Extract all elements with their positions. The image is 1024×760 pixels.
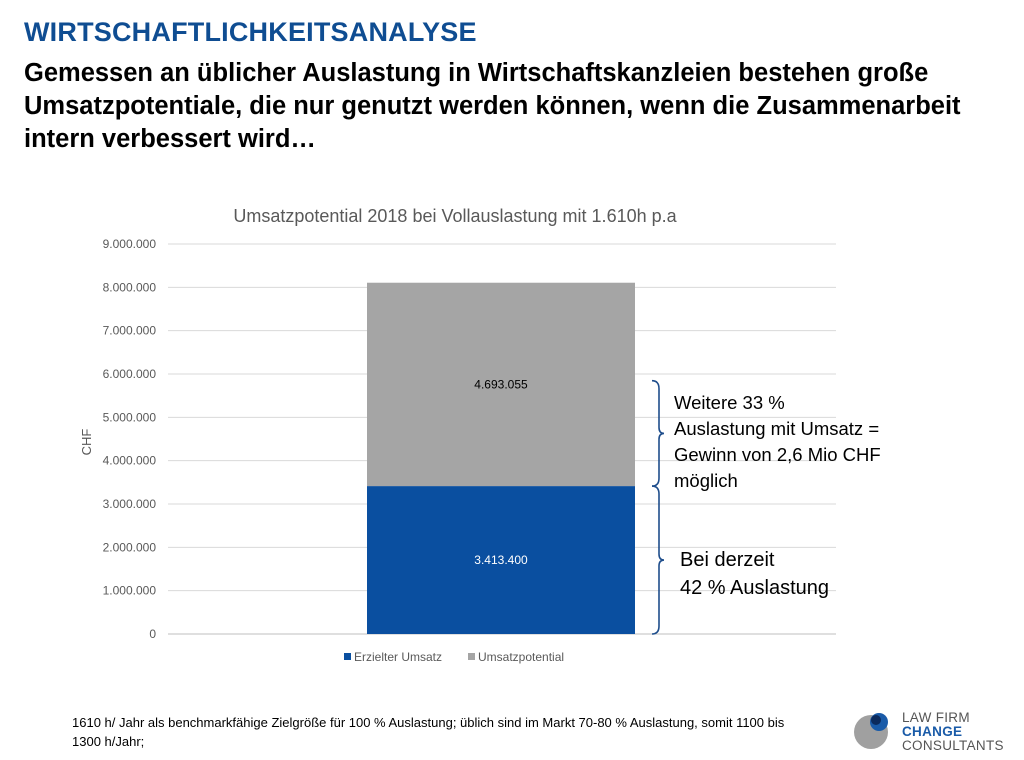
callout-upper-line: Gewinn von 2,6 Mio CHF (674, 444, 881, 465)
bar-value-labels: 3.413.400 4.693.055 (474, 377, 528, 567)
callout-upper-line: möglich (674, 470, 738, 491)
callout-brackets (651, 379, 665, 635)
y-axis-label: CHF (79, 429, 94, 456)
slide-subheading: Gemessen an üblicher Auslastung in Wirts… (24, 59, 961, 153)
bar-value-label: 3.413.400 (474, 553, 528, 567)
callout-upper-line: Weitere 33 % (674, 392, 785, 413)
callout-brace (651, 379, 665, 487)
slide-heading: WIRTSCHAFTLICHKEITSANALYSE (24, 17, 477, 47)
legend-swatch (468, 653, 475, 660)
callout-lower-line: Bei derzeit (680, 549, 775, 571)
y-tick-label: 1.000.000 (103, 584, 157, 598)
y-tick-label: 6.000.000 (103, 367, 157, 381)
bar-segment (367, 486, 635, 634)
y-tick-label: 8.000.000 (103, 280, 157, 294)
stacked-bar-chart: Umsatzpotential 2018 bei Vollauslastung … (79, 206, 836, 664)
callout-upper: Weitere 33 % Auslastung mit Umsatz = Gew… (674, 390, 934, 494)
legend-label: Erzielter Umsatz (354, 650, 442, 664)
logo-line-2: CHANGE (902, 724, 963, 739)
y-tick-label: 7.000.000 (103, 324, 157, 338)
callout-lower-line: 42 % Auslastung (680, 577, 829, 599)
callout-brace (651, 485, 665, 635)
y-tick-label: 0 (149, 627, 156, 641)
legend-swatch (344, 653, 351, 660)
bar-segment (367, 282, 635, 487)
y-tick-label: 4.000.000 (103, 454, 157, 468)
logo-line-3: CONSULTANTS (902, 738, 1004, 753)
y-tick-label: 2.000.000 (103, 540, 157, 554)
y-tick-label: 9.000.000 (103, 237, 157, 251)
logo-circles-icon (854, 713, 888, 749)
footnote: 1610 h/ Jahr als benchmarkfähige Zielgrö… (72, 715, 785, 749)
y-tick-label: 5.000.000 (103, 410, 157, 424)
y-axis-ticks: 0 1.000.000 2.000.000 3.000.000 4.000.000 5.0… (103, 237, 157, 641)
logo-wordmark: LAW FIRM CHANGE CONSULTANTS (902, 711, 1004, 753)
callout-lower: Bei derzeit 42 % Auslastung (680, 546, 920, 602)
legend-label: Umsatzpotential (478, 650, 564, 664)
y-tick-label: 3.000.000 (103, 497, 157, 511)
bar-value-label: 4.693.055 (474, 377, 528, 391)
chart-legend: Erzielter Umsatz Umsatzpotential (344, 650, 564, 664)
callout-upper-line: Auslastung mit Umsatz = (674, 418, 880, 439)
chart-title: Umsatzpotential 2018 bei Vollauslastung … (233, 206, 677, 226)
bar-segments (367, 282, 635, 634)
company-logo: LAW FIRM CHANGE CONSULTANTS (852, 708, 1012, 754)
logo-line-1: LAW FIRM (902, 710, 970, 725)
